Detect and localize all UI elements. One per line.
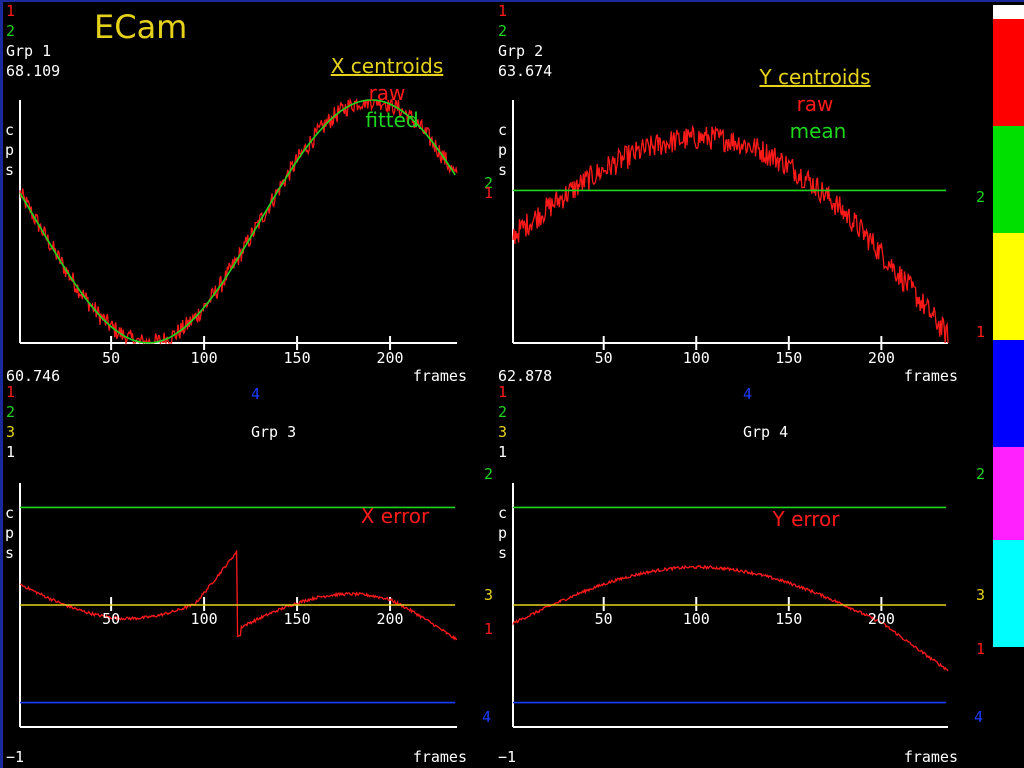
- x-axis-label: frames: [413, 367, 467, 385]
- legend-title: Y centroids: [758, 65, 870, 89]
- series-raw: [512, 124, 949, 344]
- legend-title: X centroids: [331, 54, 444, 78]
- marker-label: 4: [482, 708, 491, 726]
- x-tick-label: 150: [775, 349, 802, 367]
- color-bar-swatch: [993, 233, 1024, 340]
- color-bar-swatch: [993, 5, 1024, 19]
- y-axis-label: p: [498, 524, 507, 542]
- x-tick-label: 200: [377, 349, 404, 367]
- x-tick-label: 50: [102, 610, 120, 628]
- y-max-label: 68.109: [6, 62, 60, 80]
- x-tick-label: 50: [102, 349, 120, 367]
- channel-label: 1: [6, 383, 15, 401]
- marker-label: 1: [484, 620, 493, 638]
- color-bar-swatch: [993, 19, 1024, 126]
- y-min-label: 62.878: [498, 367, 552, 385]
- x-tick-label: 200: [868, 610, 895, 628]
- panel-2: [512, 100, 949, 350]
- marker-label: 2: [484, 465, 493, 483]
- y-min-label: −1: [6, 748, 24, 766]
- color-bar-swatch: [993, 447, 1024, 540]
- x-tick-label: 100: [191, 610, 218, 628]
- legend-item-fitted: fitted: [365, 108, 418, 132]
- marker-label: 2: [484, 174, 493, 192]
- legend-item-mean: mean: [790, 119, 847, 143]
- marker-label: 3: [484, 586, 493, 604]
- series-x-error: [19, 550, 458, 641]
- y-axis-label: p: [5, 524, 14, 542]
- x-tick-label: 150: [775, 610, 802, 628]
- marker-label: 1: [976, 323, 985, 341]
- y-axis-label: s: [5, 544, 14, 562]
- x-tick-label: 150: [284, 349, 311, 367]
- series-y-error: [512, 564, 949, 672]
- color-bar-swatch: [993, 126, 1024, 233]
- x-tick-label: 200: [868, 349, 895, 367]
- legend-item-raw: raw: [797, 92, 834, 116]
- legend-item-y-error: Y error: [772, 507, 841, 531]
- x-tick-label: 50: [595, 610, 613, 628]
- marker-label: 2: [976, 465, 985, 483]
- channel-label: 1: [6, 2, 15, 20]
- y-max-label: 63.674: [498, 62, 552, 80]
- color-bar-swatch: [993, 540, 1024, 647]
- channel-label: 1: [498, 443, 507, 461]
- channel-label: 3: [6, 423, 15, 441]
- x-tick-label: 150: [284, 610, 311, 628]
- group-label: Grp 1: [6, 42, 51, 60]
- marker-label: 3: [976, 586, 985, 604]
- marker-label: 1: [484, 184, 493, 202]
- channel-label: 1: [498, 2, 507, 20]
- marker-label: 2: [976, 188, 985, 206]
- x-tick-label: 200: [377, 610, 404, 628]
- channel-label-4: 4: [251, 385, 260, 403]
- y-axis-label: p: [5, 141, 14, 159]
- y-axis-label: s: [498, 161, 507, 179]
- channel-label: 2: [498, 22, 507, 40]
- group-label: Grp 3: [251, 423, 296, 441]
- group-label: Grp 4: [743, 423, 788, 441]
- y-axis-label: c: [5, 504, 14, 522]
- channel-label: 2: [6, 22, 15, 40]
- panel-1: [19, 97, 458, 350]
- channel-label: 1: [6, 443, 15, 461]
- x-tick-label: 100: [683, 349, 710, 367]
- y-min-label: −1: [498, 748, 516, 766]
- legend-item-x-error: X error: [361, 504, 430, 528]
- y-axis-label: c: [498, 121, 507, 139]
- channel-label: 3: [498, 423, 507, 441]
- panel-4: [512, 483, 949, 728]
- x-tick-label: 100: [191, 349, 218, 367]
- legend-item-raw: raw: [369, 81, 406, 105]
- x-axis-label: frames: [413, 748, 467, 766]
- series-raw: [19, 97, 458, 346]
- x-tick-label: 100: [683, 610, 710, 628]
- x-tick-label: 50: [595, 349, 613, 367]
- channel-label: 2: [498, 403, 507, 421]
- marker-label: 1: [976, 640, 985, 658]
- y-axis-label: c: [5, 121, 14, 139]
- group-label: Grp 2: [498, 42, 543, 60]
- y-axis-label: s: [5, 161, 14, 179]
- channel-label-4: 4: [743, 385, 752, 403]
- x-axis-label: frames: [904, 748, 958, 766]
- marker-label: 4: [974, 708, 983, 726]
- y-axis-label: p: [498, 141, 507, 159]
- channel-label: 2: [6, 403, 15, 421]
- y-axis-label: c: [498, 504, 507, 522]
- panel-3: [19, 483, 458, 728]
- series-fitted: [19, 99, 456, 344]
- channel-label: 1: [498, 383, 507, 401]
- y-min-label: 60.746: [6, 367, 60, 385]
- color-bar-swatch: [993, 340, 1024, 447]
- x-axis-label: frames: [904, 367, 958, 385]
- page-title: ECam: [94, 8, 187, 46]
- y-axis-label: s: [498, 544, 507, 562]
